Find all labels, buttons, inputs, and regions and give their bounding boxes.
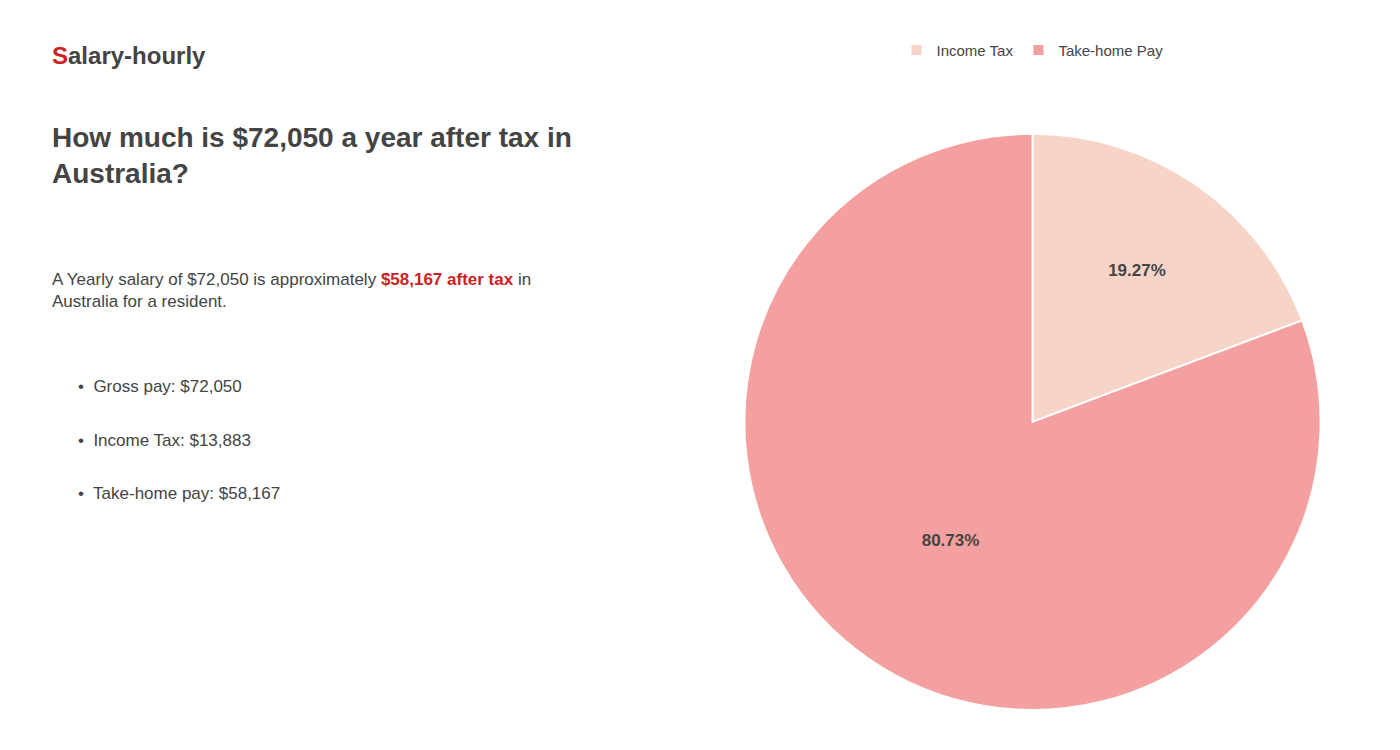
svg-text:Salary-hourly: Salary-hourly [52,42,206,69]
svg-text:How much is $72,050 a year aft: How much is $72,050 a year after tax inA… [52,122,572,189]
svg-text:• Take-home pay: $58,167: • Take-home pay: $58,167 [78,484,280,503]
svg-text:• Income Tax: $13,883: • Income Tax: $13,883 [78,431,251,450]
svg-text:Take-home Pay: Take-home Pay [1058,42,1163,59]
svg-text:• Gross pay: $72,050: • Gross pay: $72,050 [78,377,242,396]
svg-text:Income Tax: Income Tax [937,42,1014,59]
svg-text:19.27%: 19.27% [1108,261,1166,280]
svg-text:80.73%: 80.73% [922,531,980,550]
svg-text:A Yearly salary of $72,050 is: A Yearly salary of $72,050 is approximat… [52,270,531,311]
